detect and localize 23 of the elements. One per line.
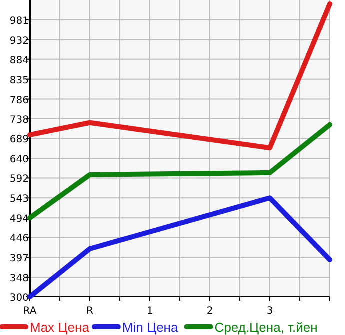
legend-label: Сред.Цена, т.йен	[214, 320, 318, 335]
legend-label: Min Цена	[122, 320, 179, 335]
y-tick-label: 689	[10, 134, 29, 146]
x-tick-label: 3	[266, 306, 274, 317]
y-tick-label: 640	[10, 154, 29, 166]
legend-label: Max Цена	[30, 320, 90, 335]
y-tick-label: 884	[10, 55, 29, 66]
y-tick-label: 348	[10, 273, 29, 284]
y-tick-label: 592	[10, 174, 29, 186]
y-tick-label: 543	[10, 194, 29, 206]
y-tick-label: 981	[10, 16, 29, 27]
y-tick-label: 494	[10, 214, 29, 226]
y-tick-label: 932	[10, 36, 29, 47]
x-tick-label: 2	[206, 306, 214, 317]
y-tick-label: 786	[10, 95, 29, 106]
y-tick-label: 300	[10, 293, 29, 304]
y-tick-label: 446	[10, 234, 29, 245]
y-tick-label: 738	[10, 114, 29, 126]
x-tick-label: R	[86, 306, 94, 317]
x-tick-label: RA	[23, 306, 37, 317]
x-tick-label: 1	[146, 306, 154, 317]
y-tick-label: 835	[10, 75, 29, 86]
y-tick-label: 397	[10, 254, 29, 265]
